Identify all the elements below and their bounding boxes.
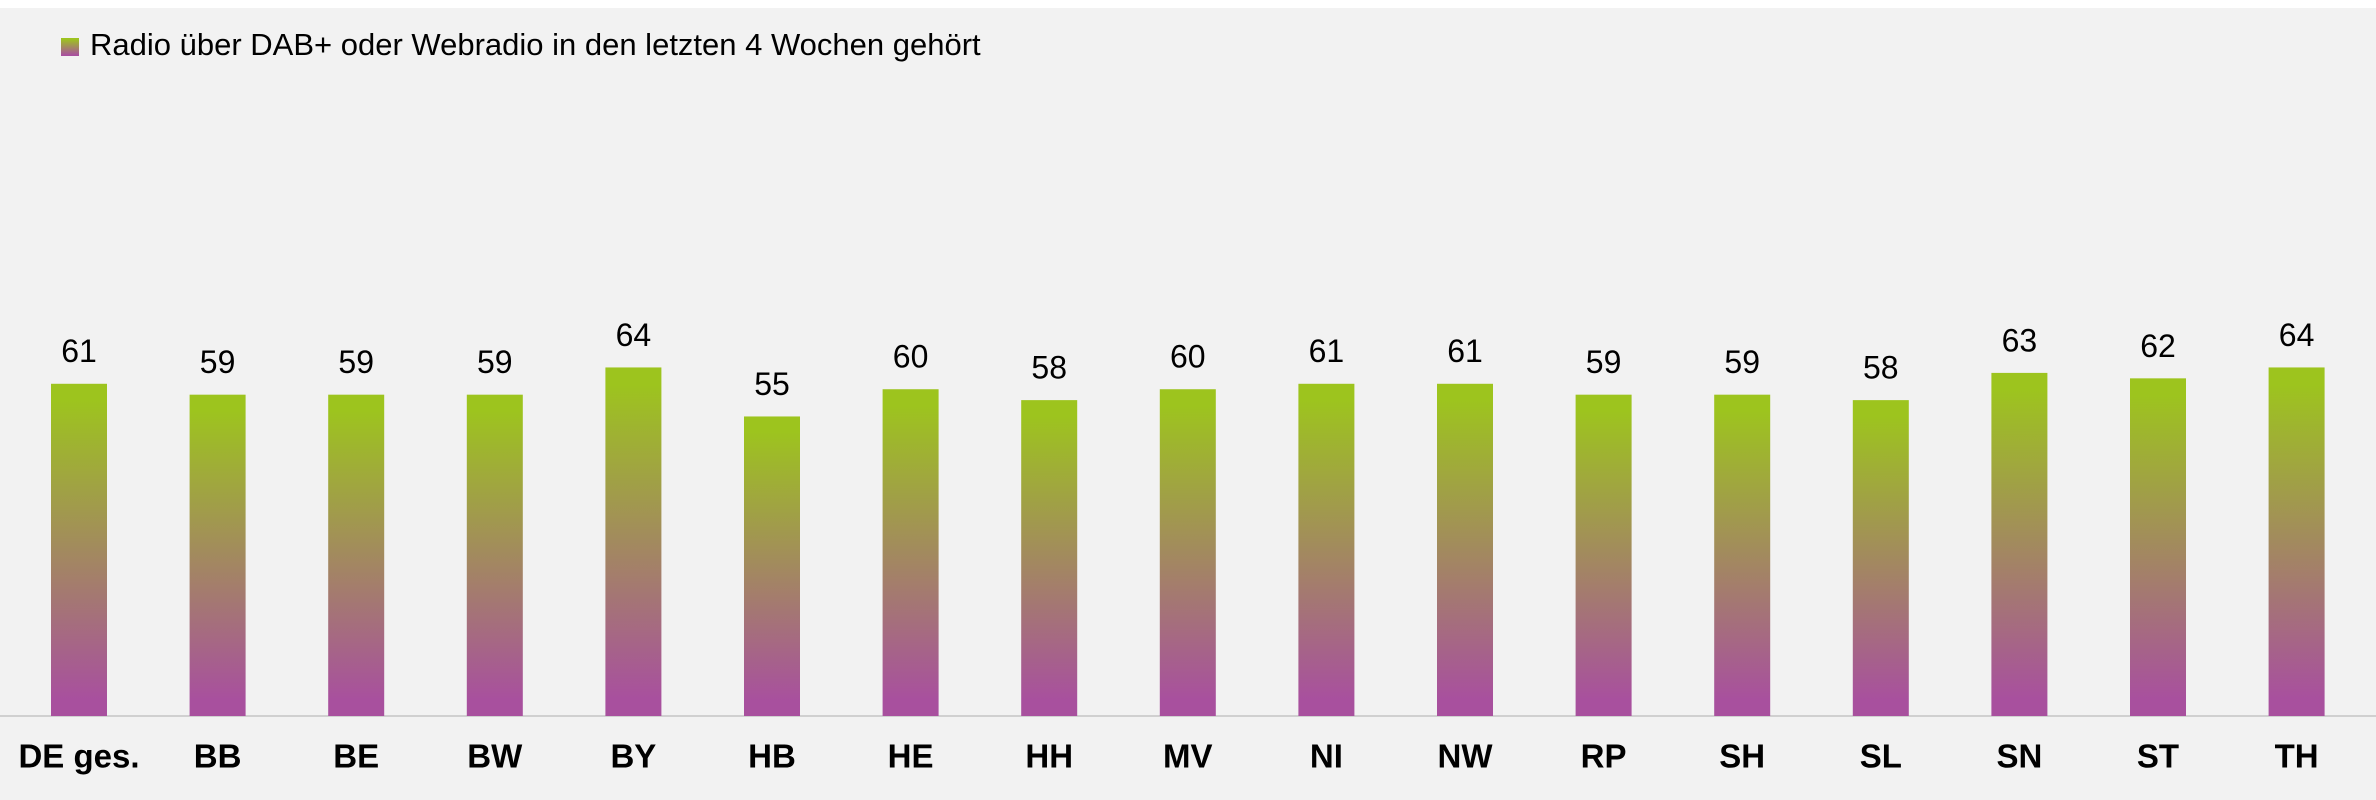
value-label: 59 (1724, 344, 1760, 380)
bar (328, 394, 385, 716)
value-label: 62 (2140, 328, 2176, 364)
bar (1714, 394, 1771, 716)
bar (2268, 367, 2325, 716)
x-tick-label: BE (333, 738, 379, 775)
x-tick-label: MV (1163, 738, 1213, 775)
bar (1575, 394, 1632, 716)
value-label: 58 (1863, 350, 1899, 386)
x-tick-label: HE (888, 738, 934, 775)
value-label: 64 (616, 317, 652, 353)
x-tick-label: DE ges. (18, 738, 139, 775)
x-tick-label: SL (1860, 738, 1902, 775)
x-tick-label: HB (748, 738, 796, 775)
value-label: 60 (893, 339, 929, 375)
x-tick-label: BB (194, 738, 242, 775)
value-label: 63 (2002, 322, 2038, 358)
bar (882, 389, 939, 716)
value-label: 58 (1031, 350, 1067, 386)
value-label: 64 (2279, 317, 2315, 353)
legend-label: Radio über DAB+ oder Webradio in den let… (90, 27, 981, 62)
bar (744, 416, 800, 716)
value-label: 61 (1309, 333, 1345, 369)
bar (605, 367, 662, 716)
x-tick-label: BY (610, 738, 656, 775)
value-label: 59 (200, 344, 236, 380)
x-tick-label: BW (467, 738, 523, 775)
x-tick-label: TH (2275, 738, 2319, 775)
x-tick-label: ST (2137, 738, 2179, 775)
value-label: 60 (1170, 339, 1206, 375)
bar (1852, 400, 1909, 716)
x-tick-label: SH (1719, 738, 1765, 775)
x-tick-label: HH (1025, 738, 1073, 775)
value-label: 59 (338, 344, 374, 380)
value-label: 61 (61, 333, 97, 369)
bar (189, 394, 246, 716)
value-label: 59 (1586, 344, 1622, 380)
value-label: 55 (754, 366, 790, 402)
legend-swatch (61, 38, 79, 56)
bar (2130, 378, 2186, 716)
x-tick-label: NI (1310, 738, 1343, 775)
x-tick-label: SN (1996, 738, 2042, 775)
bar (1991, 372, 2048, 716)
bar (51, 383, 107, 716)
value-label: 59 (477, 344, 513, 380)
bar (1159, 389, 1216, 716)
bar (1437, 383, 1493, 716)
bar (466, 394, 523, 716)
value-label: 61 (1447, 333, 1483, 369)
x-tick-label: NW (1438, 738, 1494, 775)
bar (1298, 383, 1355, 716)
x-tick-label: RP (1581, 738, 1627, 775)
bar (1021, 400, 1078, 716)
